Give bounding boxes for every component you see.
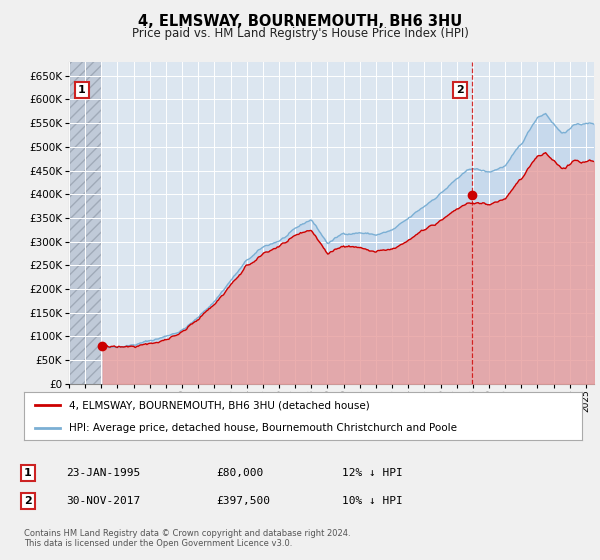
Text: 2: 2 [24,496,32,506]
Text: 4, ELMSWAY, BOURNEMOUTH, BH6 3HU (detached house): 4, ELMSWAY, BOURNEMOUTH, BH6 3HU (detach… [68,400,370,410]
Text: 10% ↓ HPI: 10% ↓ HPI [342,496,403,506]
Text: HPI: Average price, detached house, Bournemouth Christchurch and Poole: HPI: Average price, detached house, Bour… [68,423,457,433]
Text: £397,500: £397,500 [216,496,270,506]
Text: 30-NOV-2017: 30-NOV-2017 [66,496,140,506]
Text: 23-JAN-1995: 23-JAN-1995 [66,468,140,478]
Text: £80,000: £80,000 [216,468,263,478]
Text: This data is licensed under the Open Government Licence v3.0.: This data is licensed under the Open Gov… [24,539,292,548]
Text: 12% ↓ HPI: 12% ↓ HPI [342,468,403,478]
Text: 1: 1 [78,85,86,95]
Text: Contains HM Land Registry data © Crown copyright and database right 2024.: Contains HM Land Registry data © Crown c… [24,529,350,538]
Text: 2: 2 [456,85,464,95]
Text: Price paid vs. HM Land Registry's House Price Index (HPI): Price paid vs. HM Land Registry's House … [131,27,469,40]
Text: 4, ELMSWAY, BOURNEMOUTH, BH6 3HU: 4, ELMSWAY, BOURNEMOUTH, BH6 3HU [138,14,462,29]
Bar [69,62,103,384]
Text: 1: 1 [24,468,32,478]
